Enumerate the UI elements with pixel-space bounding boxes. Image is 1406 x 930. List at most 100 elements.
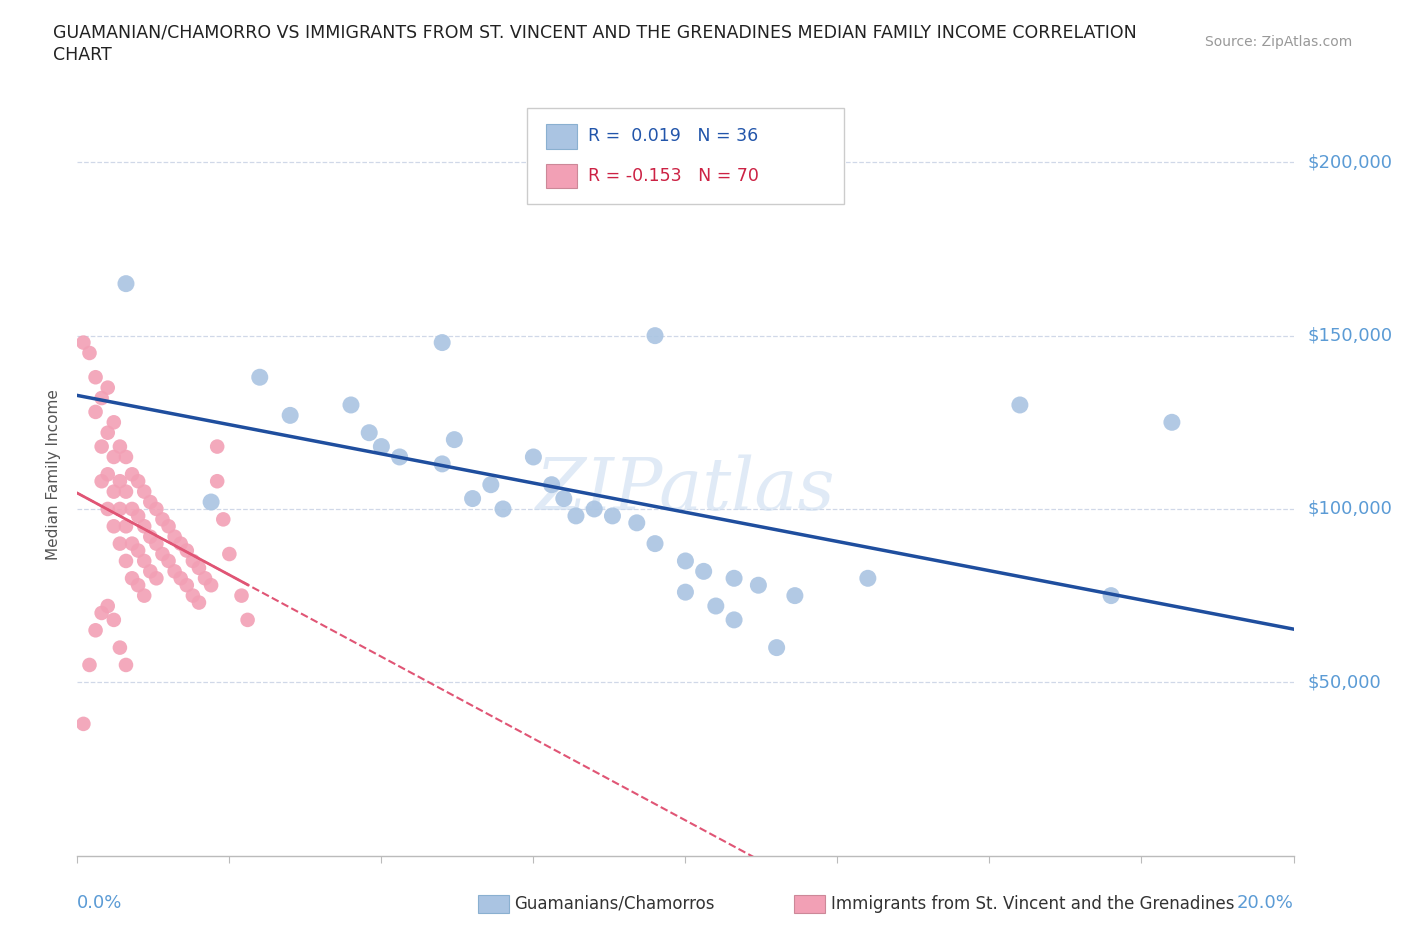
Point (212, 512, 235, 526)
Text: Source: ZipAtlas.com: Source: ZipAtlas.com (1205, 35, 1353, 49)
Point (644, 328, 666, 343)
Point (249, 370, 271, 385)
Point (108, 537, 131, 551)
Point (139, 564, 162, 578)
Point (134, 485, 156, 499)
Point (163, 529, 186, 544)
Text: Guamanians/Chamorros: Guamanians/Chamorros (515, 895, 716, 913)
Point (115, 276, 138, 291)
Point (115, 658, 138, 672)
Point (675, 585, 697, 600)
Point (115, 449, 138, 464)
Point (522, 449, 544, 464)
Point (127, 473, 149, 488)
Point (103, 613, 125, 628)
Point (723, 613, 745, 628)
Point (181, 588, 204, 603)
Point (152, 547, 174, 562)
Text: R = -0.153   N = 70: R = -0.153 N = 70 (588, 167, 759, 185)
Point (856, 571, 879, 586)
Point (103, 485, 125, 499)
Text: GUAMANIAN/CHAMORRO VS IMMIGRANTS FROM ST. VINCENT AND THE GRENADINES MEDIAN FAMI: GUAMANIAN/CHAMORRO VS IMMIGRANTS FROM ST… (53, 23, 1137, 41)
Point (461, 491, 484, 506)
Point (278, 408, 301, 423)
Point (127, 578, 149, 592)
Point (145, 537, 167, 551)
Point (108, 473, 131, 488)
Point (765, 640, 787, 655)
Point (388, 449, 411, 464)
Point (90, 473, 112, 488)
Point (97, 467, 120, 482)
Point (97, 425, 120, 440)
Point (783, 588, 806, 603)
Y-axis label: Median Family Income: Median Family Income (46, 389, 62, 560)
Point (84, 623, 107, 638)
Point (108, 640, 131, 655)
Point (84, 370, 107, 385)
Point (103, 449, 125, 464)
Point (370, 439, 392, 454)
Point (90, 605, 112, 620)
Point (492, 501, 515, 516)
Point (205, 473, 228, 488)
Text: $200,000: $200,000 (1308, 153, 1392, 171)
Point (359, 425, 381, 440)
Point (115, 553, 138, 568)
Text: CHART: CHART (53, 46, 112, 64)
Point (157, 553, 180, 568)
Text: 20.0%: 20.0% (1237, 895, 1294, 912)
Point (553, 491, 575, 506)
Point (188, 595, 211, 610)
Point (134, 588, 156, 603)
Text: $50,000: $50,000 (1308, 673, 1381, 691)
Point (583, 501, 606, 516)
Point (90, 439, 112, 454)
Point (134, 553, 156, 568)
Text: R =  0.019   N = 36: R = 0.019 N = 36 (588, 127, 758, 145)
Point (121, 537, 143, 551)
Point (127, 543, 149, 558)
Point (97, 501, 120, 516)
Point (443, 432, 465, 447)
Point (97, 599, 120, 614)
Point (1099, 588, 1122, 603)
Point (540, 477, 562, 492)
Point (145, 571, 167, 586)
Point (340, 397, 363, 412)
Point (103, 415, 125, 430)
Point (176, 578, 198, 592)
Point (134, 519, 156, 534)
Point (115, 485, 138, 499)
Point (194, 571, 217, 586)
Point (72, 335, 94, 350)
Point (84, 405, 107, 419)
Point (139, 495, 162, 510)
Point (181, 553, 204, 568)
Point (626, 515, 648, 530)
Bar (546, 164, 578, 189)
Point (692, 564, 714, 578)
Point (121, 467, 143, 482)
Point (188, 561, 211, 576)
Point (205, 439, 228, 454)
Point (200, 578, 222, 592)
Point (79, 658, 101, 672)
Point (121, 501, 143, 516)
Point (176, 543, 198, 558)
Point (236, 613, 259, 628)
Point (145, 501, 167, 516)
Text: $100,000: $100,000 (1308, 500, 1392, 518)
Point (163, 564, 186, 578)
Bar (546, 125, 578, 149)
Point (79, 346, 101, 361)
Point (723, 571, 745, 586)
Point (430, 457, 453, 472)
Point (90, 391, 112, 405)
Point (115, 519, 138, 534)
Point (108, 501, 131, 516)
Point (200, 495, 222, 510)
Point (170, 537, 193, 551)
Text: 0.0%: 0.0% (77, 895, 122, 912)
Point (218, 547, 240, 562)
